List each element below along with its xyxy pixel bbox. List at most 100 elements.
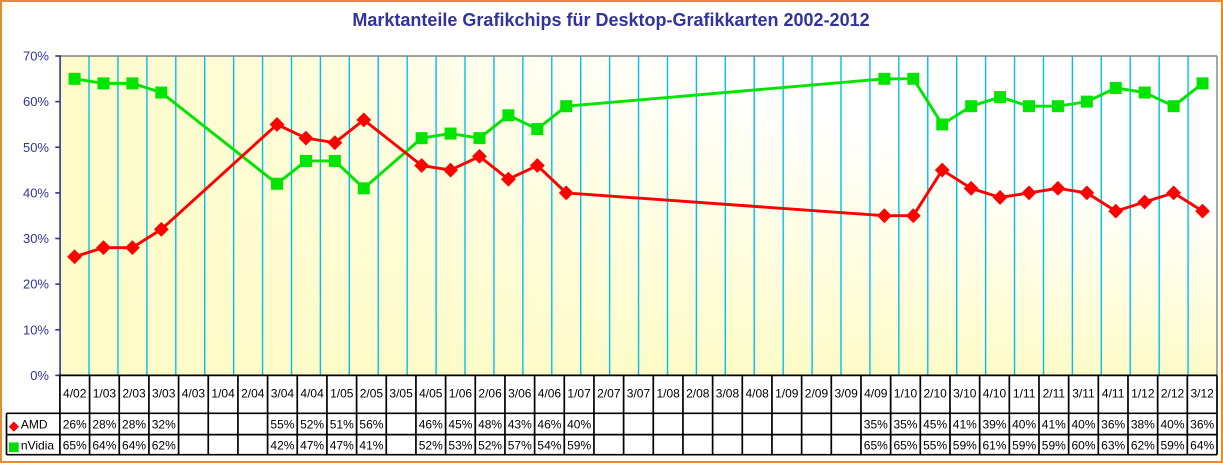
svg-text:4/04: 4/04 — [300, 386, 324, 400]
svg-text:2/05: 2/05 — [360, 386, 384, 400]
svg-text:45%: 45% — [923, 417, 947, 431]
svg-text:35%: 35% — [864, 417, 888, 431]
svg-text:65%: 65% — [864, 438, 888, 452]
svg-text:59%: 59% — [567, 438, 591, 452]
svg-text:60%: 60% — [1071, 438, 1095, 452]
svg-text:4/02: 4/02 — [63, 386, 87, 400]
svg-text:56%: 56% — [359, 417, 383, 431]
svg-text:40%: 40% — [567, 417, 591, 431]
svg-text:2/03: 2/03 — [122, 386, 146, 400]
svg-text:2/11: 2/11 — [1043, 386, 1066, 400]
svg-text:40%: 40% — [23, 185, 49, 200]
svg-text:64%: 64% — [122, 438, 146, 452]
svg-text:52%: 52% — [300, 417, 324, 431]
svg-text:50%: 50% — [23, 140, 49, 155]
svg-text:nVidia: nVidia — [21, 438, 54, 452]
svg-text:2/07: 2/07 — [597, 386, 621, 400]
svg-text:0%: 0% — [30, 368, 49, 383]
svg-text:26%: 26% — [63, 417, 87, 431]
svg-text:3/12: 3/12 — [1190, 386, 1214, 400]
svg-text:47%: 47% — [330, 438, 354, 452]
svg-text:41%: 41% — [359, 438, 383, 452]
svg-text:36%: 36% — [1190, 417, 1214, 431]
svg-text:2/12: 2/12 — [1161, 386, 1185, 400]
svg-text:10%: 10% — [23, 322, 49, 337]
svg-text:59%: 59% — [1042, 438, 1066, 452]
svg-text:4/08: 4/08 — [745, 386, 769, 400]
svg-text:1/06: 1/06 — [449, 386, 473, 400]
svg-text:64%: 64% — [1190, 438, 1214, 452]
svg-text:AMD: AMD — [21, 417, 48, 431]
svg-text:47%: 47% — [300, 438, 324, 452]
svg-text:1/12: 1/12 — [1131, 386, 1155, 400]
svg-text:46%: 46% — [537, 417, 561, 431]
svg-text:42%: 42% — [270, 438, 294, 452]
svg-text:40%: 40% — [1012, 417, 1036, 431]
svg-text:48%: 48% — [478, 417, 502, 431]
svg-text:1/07: 1/07 — [567, 386, 591, 400]
svg-text:65%: 65% — [63, 438, 87, 452]
svg-text:51%: 51% — [330, 417, 354, 431]
svg-text:3/11: 3/11 — [1072, 386, 1095, 400]
svg-text:2/04: 2/04 — [241, 386, 265, 400]
svg-text:3/03: 3/03 — [152, 386, 176, 400]
svg-text:20%: 20% — [23, 277, 49, 292]
svg-text:52%: 52% — [478, 438, 502, 452]
svg-text:1/04: 1/04 — [211, 386, 235, 400]
svg-text:61%: 61% — [982, 438, 1006, 452]
svg-text:1/09: 1/09 — [775, 386, 799, 400]
svg-text:Marktanteile Grafikchips für D: Marktanteile Grafikchips für Desktop-Gra… — [352, 10, 869, 30]
svg-text:43%: 43% — [508, 417, 532, 431]
svg-text:28%: 28% — [92, 417, 116, 431]
svg-text:70%: 70% — [23, 49, 49, 64]
svg-text:4/03: 4/03 — [182, 386, 206, 400]
svg-text:2/08: 2/08 — [686, 386, 710, 400]
svg-text:62%: 62% — [1131, 438, 1155, 452]
svg-text:1/10: 1/10 — [894, 386, 918, 400]
svg-text:3/09: 3/09 — [834, 386, 858, 400]
svg-text:59%: 59% — [1160, 438, 1184, 452]
svg-text:60%: 60% — [23, 94, 49, 109]
svg-text:4/10: 4/10 — [983, 386, 1007, 400]
svg-text:52%: 52% — [419, 438, 443, 452]
svg-text:1/05: 1/05 — [330, 386, 354, 400]
svg-text:53%: 53% — [448, 438, 472, 452]
svg-text:65%: 65% — [893, 438, 917, 452]
svg-text:3/07: 3/07 — [627, 386, 651, 400]
svg-text:1/11: 1/11 — [1013, 386, 1036, 400]
svg-text:4/06: 4/06 — [538, 386, 562, 400]
svg-text:54%: 54% — [537, 438, 561, 452]
svg-text:3/06: 3/06 — [508, 386, 532, 400]
svg-text:2/06: 2/06 — [478, 386, 502, 400]
svg-text:1/08: 1/08 — [656, 386, 680, 400]
svg-text:35%: 35% — [893, 417, 917, 431]
svg-text:3/04: 3/04 — [271, 386, 295, 400]
svg-text:3/10: 3/10 — [953, 386, 977, 400]
svg-text:28%: 28% — [122, 417, 146, 431]
svg-text:36%: 36% — [1101, 417, 1125, 431]
svg-text:64%: 64% — [92, 438, 116, 452]
svg-text:30%: 30% — [23, 231, 49, 246]
svg-text:2/09: 2/09 — [805, 386, 829, 400]
svg-text:55%: 55% — [923, 438, 947, 452]
svg-text:59%: 59% — [1012, 438, 1036, 452]
svg-text:3/05: 3/05 — [389, 386, 413, 400]
svg-text:62%: 62% — [152, 438, 176, 452]
svg-text:3/08: 3/08 — [716, 386, 740, 400]
svg-text:1/03: 1/03 — [93, 386, 117, 400]
svg-text:41%: 41% — [953, 417, 977, 431]
svg-text:55%: 55% — [270, 417, 294, 431]
svg-text:2/10: 2/10 — [923, 386, 947, 400]
svg-text:4/09: 4/09 — [864, 386, 888, 400]
svg-text:40%: 40% — [1160, 417, 1184, 431]
svg-text:45%: 45% — [448, 417, 472, 431]
svg-text:32%: 32% — [152, 417, 176, 431]
svg-text:40%: 40% — [1071, 417, 1095, 431]
svg-text:57%: 57% — [508, 438, 532, 452]
svg-text:4/05: 4/05 — [419, 386, 443, 400]
svg-text:46%: 46% — [419, 417, 443, 431]
svg-text:59%: 59% — [953, 438, 977, 452]
svg-text:41%: 41% — [1042, 417, 1066, 431]
svg-text:39%: 39% — [982, 417, 1006, 431]
svg-text:4/11: 4/11 — [1102, 386, 1125, 400]
